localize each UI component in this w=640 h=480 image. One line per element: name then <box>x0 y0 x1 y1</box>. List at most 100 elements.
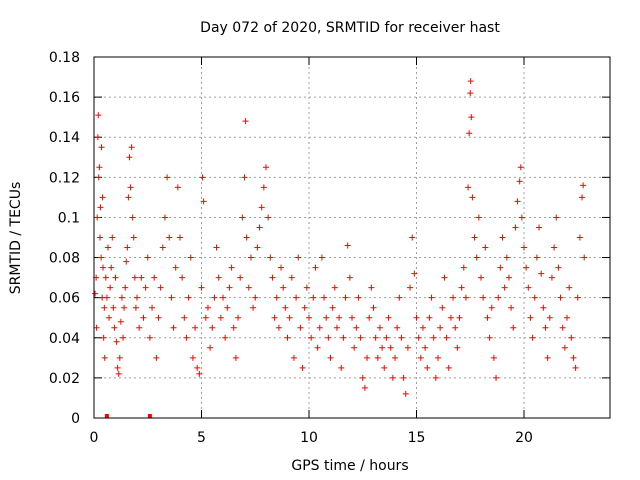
data-point <box>316 324 323 331</box>
data-point <box>101 354 108 361</box>
data-point <box>370 304 377 311</box>
data-point <box>389 374 396 381</box>
data-point <box>98 144 105 151</box>
data-point <box>284 334 291 341</box>
data-point <box>116 354 123 361</box>
data-point <box>149 304 156 311</box>
data-point <box>256 224 263 231</box>
data-point <box>131 274 138 281</box>
data-point <box>430 334 437 341</box>
data-point <box>92 290 99 297</box>
data-point <box>394 324 401 331</box>
data-point <box>533 254 540 261</box>
data-point <box>471 234 478 241</box>
data-point <box>117 318 124 325</box>
data-point <box>132 304 139 311</box>
data-point <box>468 114 475 121</box>
data-point <box>392 354 398 361</box>
data-point <box>462 294 469 301</box>
data-point <box>454 344 461 351</box>
data-point <box>129 214 136 221</box>
data-point <box>243 234 250 241</box>
data-point <box>194 364 201 371</box>
data-point <box>574 294 581 301</box>
data-point <box>103 294 110 301</box>
data-point <box>228 264 235 271</box>
data-point <box>98 254 105 261</box>
data-point <box>179 274 186 281</box>
data-point <box>553 214 560 221</box>
data-point <box>157 284 164 291</box>
data-point <box>450 294 457 301</box>
data-point <box>555 264 562 271</box>
data-point <box>114 364 121 371</box>
data-point <box>118 294 125 301</box>
data-point <box>122 284 129 291</box>
data-point <box>527 314 534 321</box>
data-point <box>432 374 439 381</box>
data-point <box>282 304 289 311</box>
data-point <box>306 314 312 321</box>
data-point <box>310 294 317 301</box>
data-point <box>402 390 409 397</box>
data-point <box>379 344 386 351</box>
data-point <box>108 264 115 271</box>
data-point <box>267 254 274 261</box>
data-point <box>224 304 231 311</box>
data-point <box>467 78 474 85</box>
data-point <box>424 364 431 371</box>
data-point <box>199 174 206 181</box>
data-point <box>439 304 446 311</box>
data-point <box>357 334 364 341</box>
data-point <box>486 334 493 341</box>
data-point <box>242 118 249 125</box>
data-point <box>303 284 310 291</box>
data-point <box>104 244 111 251</box>
data-point <box>333 324 340 331</box>
data-point <box>209 324 216 331</box>
data-point <box>265 214 272 221</box>
data-point <box>338 364 345 371</box>
data-point <box>456 314 463 321</box>
data-point <box>329 304 336 311</box>
data-point <box>538 270 545 277</box>
chart-title: Day 072 of 2020, SRMTID for receiver has… <box>200 20 500 36</box>
data-point <box>97 204 104 211</box>
zero-point <box>147 414 152 418</box>
data-point <box>128 144 135 151</box>
data-point <box>510 324 517 331</box>
data-point <box>559 324 566 331</box>
data-point <box>349 314 355 321</box>
data-point <box>413 314 420 321</box>
data-point <box>172 264 179 271</box>
data-point <box>288 274 295 281</box>
data-point <box>215 274 222 281</box>
data-point <box>144 254 151 261</box>
data-point <box>153 354 160 361</box>
data-point <box>381 364 388 371</box>
data-point <box>366 314 373 321</box>
data-point <box>321 294 328 301</box>
data-point <box>138 274 145 281</box>
data-point <box>177 234 183 241</box>
data-point <box>314 344 321 351</box>
data-point <box>546 314 553 321</box>
data-point <box>245 284 252 291</box>
data-point <box>355 294 362 301</box>
data-point <box>385 314 392 321</box>
data-point <box>192 324 199 331</box>
data-point <box>435 354 441 361</box>
data-point <box>124 244 131 251</box>
data-point <box>226 284 233 291</box>
data-point <box>437 324 444 331</box>
data-point <box>514 198 521 205</box>
data-point <box>146 334 153 341</box>
data-point <box>521 244 527 251</box>
data-point <box>531 294 538 301</box>
data-point <box>290 354 297 361</box>
data-point <box>181 314 188 321</box>
zero-point <box>104 414 109 418</box>
x-tick-label: 5 <box>197 430 206 446</box>
data-point <box>564 314 570 321</box>
